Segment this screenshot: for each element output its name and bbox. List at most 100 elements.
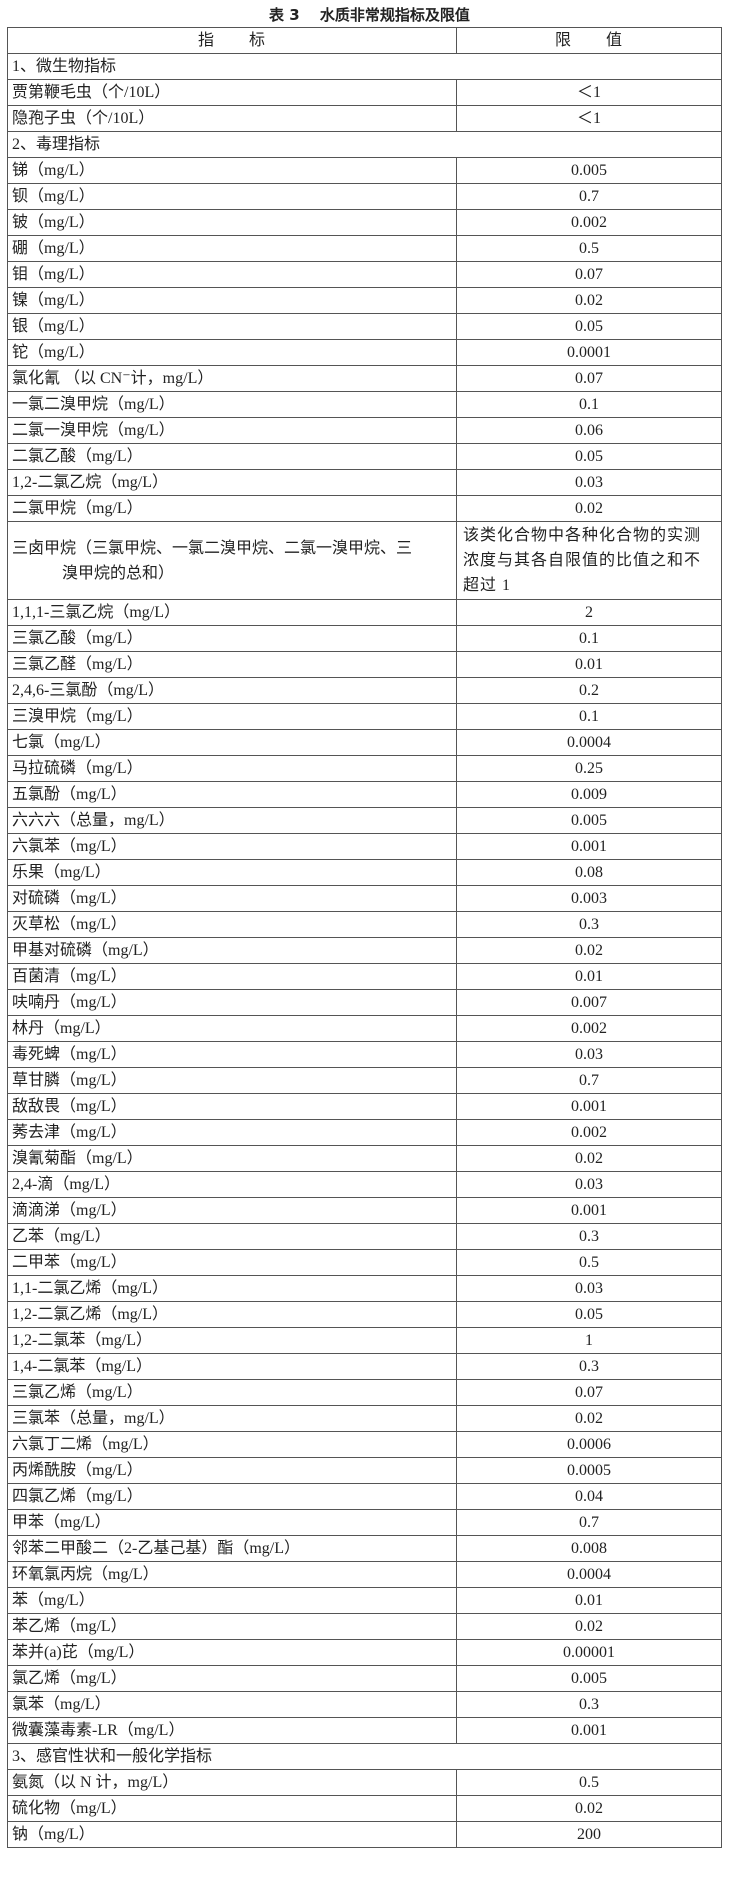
limit-value-cell: 0.1	[456, 703, 722, 730]
limit-value-cell: 0.008	[456, 1535, 722, 1562]
section-heading: 3、感官性状和一般化学指标	[7, 1743, 722, 1770]
table-row: 氯乙烯（mg/L） 0.005	[7, 1665, 722, 1692]
limit-value-cell: 0.08	[456, 859, 722, 886]
indicator-cell: 七氯（mg/L）	[7, 729, 457, 756]
limit-value-cell: 0.02	[456, 1405, 722, 1432]
limit-value-cell: 0.02	[456, 1145, 722, 1172]
indicator-cell: 苯（mg/L）	[7, 1587, 457, 1614]
indicator-cell: 三氯乙酸（mg/L）	[7, 625, 457, 652]
table-row: 1,2-二氯乙烯（mg/L） 0.05	[7, 1301, 722, 1328]
table-row: 二氯一溴甲烷（mg/L） 0.06	[7, 417, 722, 444]
table-row: 隐孢子虫（个/10L） ＜1	[7, 105, 722, 132]
indicator-cell: 敌敌畏（mg/L）	[7, 1093, 457, 1120]
limit-value-cell: ＜1	[456, 105, 722, 132]
table-row: 微囊藻毒素-LR（mg/L） 0.001	[7, 1717, 722, 1744]
indicator-cell: 二氯一溴甲烷（mg/L）	[7, 417, 457, 444]
limit-value-cell: ＜1	[456, 79, 722, 106]
limit-value-cell: 0.002	[456, 209, 722, 236]
limit-value-cell: 0.01	[456, 963, 722, 990]
indicator-cell: 马拉硫磷（mg/L）	[7, 755, 457, 782]
section-row: 3、感官性状和一般化学指标	[7, 1743, 722, 1770]
indicator-cell: 甲基对硫磷（mg/L）	[7, 937, 457, 964]
table-row: 氯苯（mg/L） 0.3	[7, 1691, 722, 1718]
limit-value-cell: 0.007	[456, 989, 722, 1016]
indicator-cell: 灭草松（mg/L）	[7, 911, 457, 938]
limit-value-cell: 0.7	[456, 183, 722, 210]
indicator-cell: 铊（mg/L）	[7, 339, 457, 366]
indicator-cell: 钼（mg/L）	[7, 261, 457, 288]
indicator-cell: 林丹（mg/L）	[7, 1015, 457, 1042]
table-row: 铊（mg/L） 0.0001	[7, 339, 722, 366]
limit-value-cell: 0.00001	[456, 1639, 722, 1666]
indicator-cell: 贾第鞭毛虫（个/10L）	[7, 79, 457, 106]
indicator-cell: 六氯苯（mg/L）	[7, 833, 457, 860]
table-row: 六六六（总量，mg/L） 0.005	[7, 807, 722, 834]
indicator-cell: 甲苯（mg/L）	[7, 1509, 457, 1536]
limit-value-cell: 0.001	[456, 1093, 722, 1120]
table-row: 五氯酚（mg/L） 0.009	[7, 781, 722, 808]
table-body: 1、微生物指标 贾第鞭毛虫（个/10L） ＜1 隐孢子虫（个/10L） ＜1 2、毒理指标…	[7, 53, 722, 1848]
table-row: 六氯苯（mg/L） 0.001	[7, 833, 722, 860]
limit-value-cell: 0.001	[456, 1197, 722, 1224]
limit-value-cell: 0.7	[456, 1509, 722, 1536]
indicator-cell: 铍（mg/L）	[7, 209, 457, 236]
table-row: 二氯甲烷（mg/L） 0.02	[7, 495, 722, 522]
limit-value-cell: 0.001	[456, 1717, 722, 1744]
limit-value-cell: 0.005	[456, 1665, 722, 1692]
table-row: 2,4-滴（mg/L） 0.03	[7, 1171, 722, 1198]
indicator-cell: 1,2-二氯乙烯（mg/L）	[7, 1301, 457, 1328]
table-header-row: 指 标 限 值	[7, 27, 722, 54]
table-row: 硫化物（mg/L） 0.02	[7, 1795, 722, 1822]
indicator-cell: 五氯酚（mg/L）	[7, 781, 457, 808]
limit-value-cell: 2	[456, 599, 722, 626]
section-heading: 2、毒理指标	[7, 131, 722, 158]
indicator-cell: 邻苯二甲酸二（2-乙基己基）酯（mg/L）	[7, 1535, 457, 1562]
limit-value-cell: 0.005	[456, 807, 722, 834]
indicator-cell: 微囊藻毒素-LR（mg/L）	[7, 1717, 457, 1744]
table-row: 镍（mg/L） 0.02	[7, 287, 722, 314]
table-row: 丙烯酰胺（mg/L） 0.0005	[7, 1457, 722, 1484]
table-row: 毒死蜱（mg/L） 0.03	[7, 1041, 722, 1068]
indicator-cell: 呋喃丹（mg/L）	[7, 989, 457, 1016]
table-row: 1,1-二氯乙烯（mg/L） 0.03	[7, 1275, 722, 1302]
table-row: 1,1,1-三氯乙烷（mg/L） 2	[7, 599, 722, 626]
indicator-cell: 氯化氰 （以 CN⁻计，mg/L）	[7, 365, 457, 392]
limit-value-cell: 0.002	[456, 1015, 722, 1042]
limit-value-cell: 0.002	[456, 1119, 722, 1146]
indicator-cell: 氯苯（mg/L）	[7, 1691, 457, 1718]
header-limit: 限 值	[456, 27, 722, 54]
limit-value-cell: 0.3	[456, 1691, 722, 1718]
indicator-cell: 1,1-二氯乙烯（mg/L）	[7, 1275, 457, 1302]
limit-value-cell: 0.25	[456, 755, 722, 782]
table-row: 一氯二溴甲烷（mg/L） 0.1	[7, 391, 722, 418]
limit-value-cell: 0.02	[456, 287, 722, 314]
table-row: 环氧氯丙烷（mg/L） 0.0004	[7, 1561, 722, 1588]
table-row: 三氯乙醛（mg/L） 0.01	[7, 651, 722, 678]
table-row: 贾第鞭毛虫（个/10L） ＜1	[7, 79, 722, 106]
table-row: 呋喃丹（mg/L） 0.007	[7, 989, 722, 1016]
table-row: 滴滴涕（mg/L） 0.001	[7, 1197, 722, 1224]
limits-table: 指 标 限 值 1、微生物指标 贾第鞭毛虫（个/10L） ＜1 隐孢子虫（个/10L）…	[7, 27, 722, 1848]
indicator-cell: 银（mg/L）	[7, 313, 457, 340]
limit-value-cell: 0.04	[456, 1483, 722, 1510]
indicator-cell: 隐孢子虫（个/10L）	[7, 105, 457, 132]
limit-value-cell: 0.3	[456, 1353, 722, 1380]
indicator-cell: 滴滴涕（mg/L）	[7, 1197, 457, 1224]
limit-value-cell: 0.5	[456, 1249, 722, 1276]
limit-value-cell: 0.0005	[456, 1457, 722, 1484]
indicator-cell: 苯乙烯（mg/L）	[7, 1613, 457, 1640]
table-row: 三氯乙酸（mg/L） 0.1	[7, 625, 722, 652]
indicator-cell: 三氯乙烯（mg/L）	[7, 1379, 457, 1406]
table-row: 草甘膦（mg/L） 0.7	[7, 1067, 722, 1094]
table-row: 二氯乙酸（mg/L） 0.05	[7, 443, 722, 470]
section-row: 1、微生物指标	[7, 53, 722, 80]
table-row: 银（mg/L） 0.05	[7, 313, 722, 340]
limit-value-cell: 0.05	[456, 1301, 722, 1328]
limit-value-cell: 0.0004	[456, 1561, 722, 1588]
indicator-cell: 二氯甲烷（mg/L）	[7, 495, 457, 522]
indicator-cell: 毒死蜱（mg/L）	[7, 1041, 457, 1068]
table-row: 钡（mg/L） 0.7	[7, 183, 722, 210]
limit-value-cell: 该类化合物中各种化合物的实测浓度与其各自限值的比值之和不超过 1	[456, 521, 722, 600]
limit-value-cell: 0.0004	[456, 729, 722, 756]
table-row: 苯并(a)芘（mg/L） 0.00001	[7, 1639, 722, 1666]
